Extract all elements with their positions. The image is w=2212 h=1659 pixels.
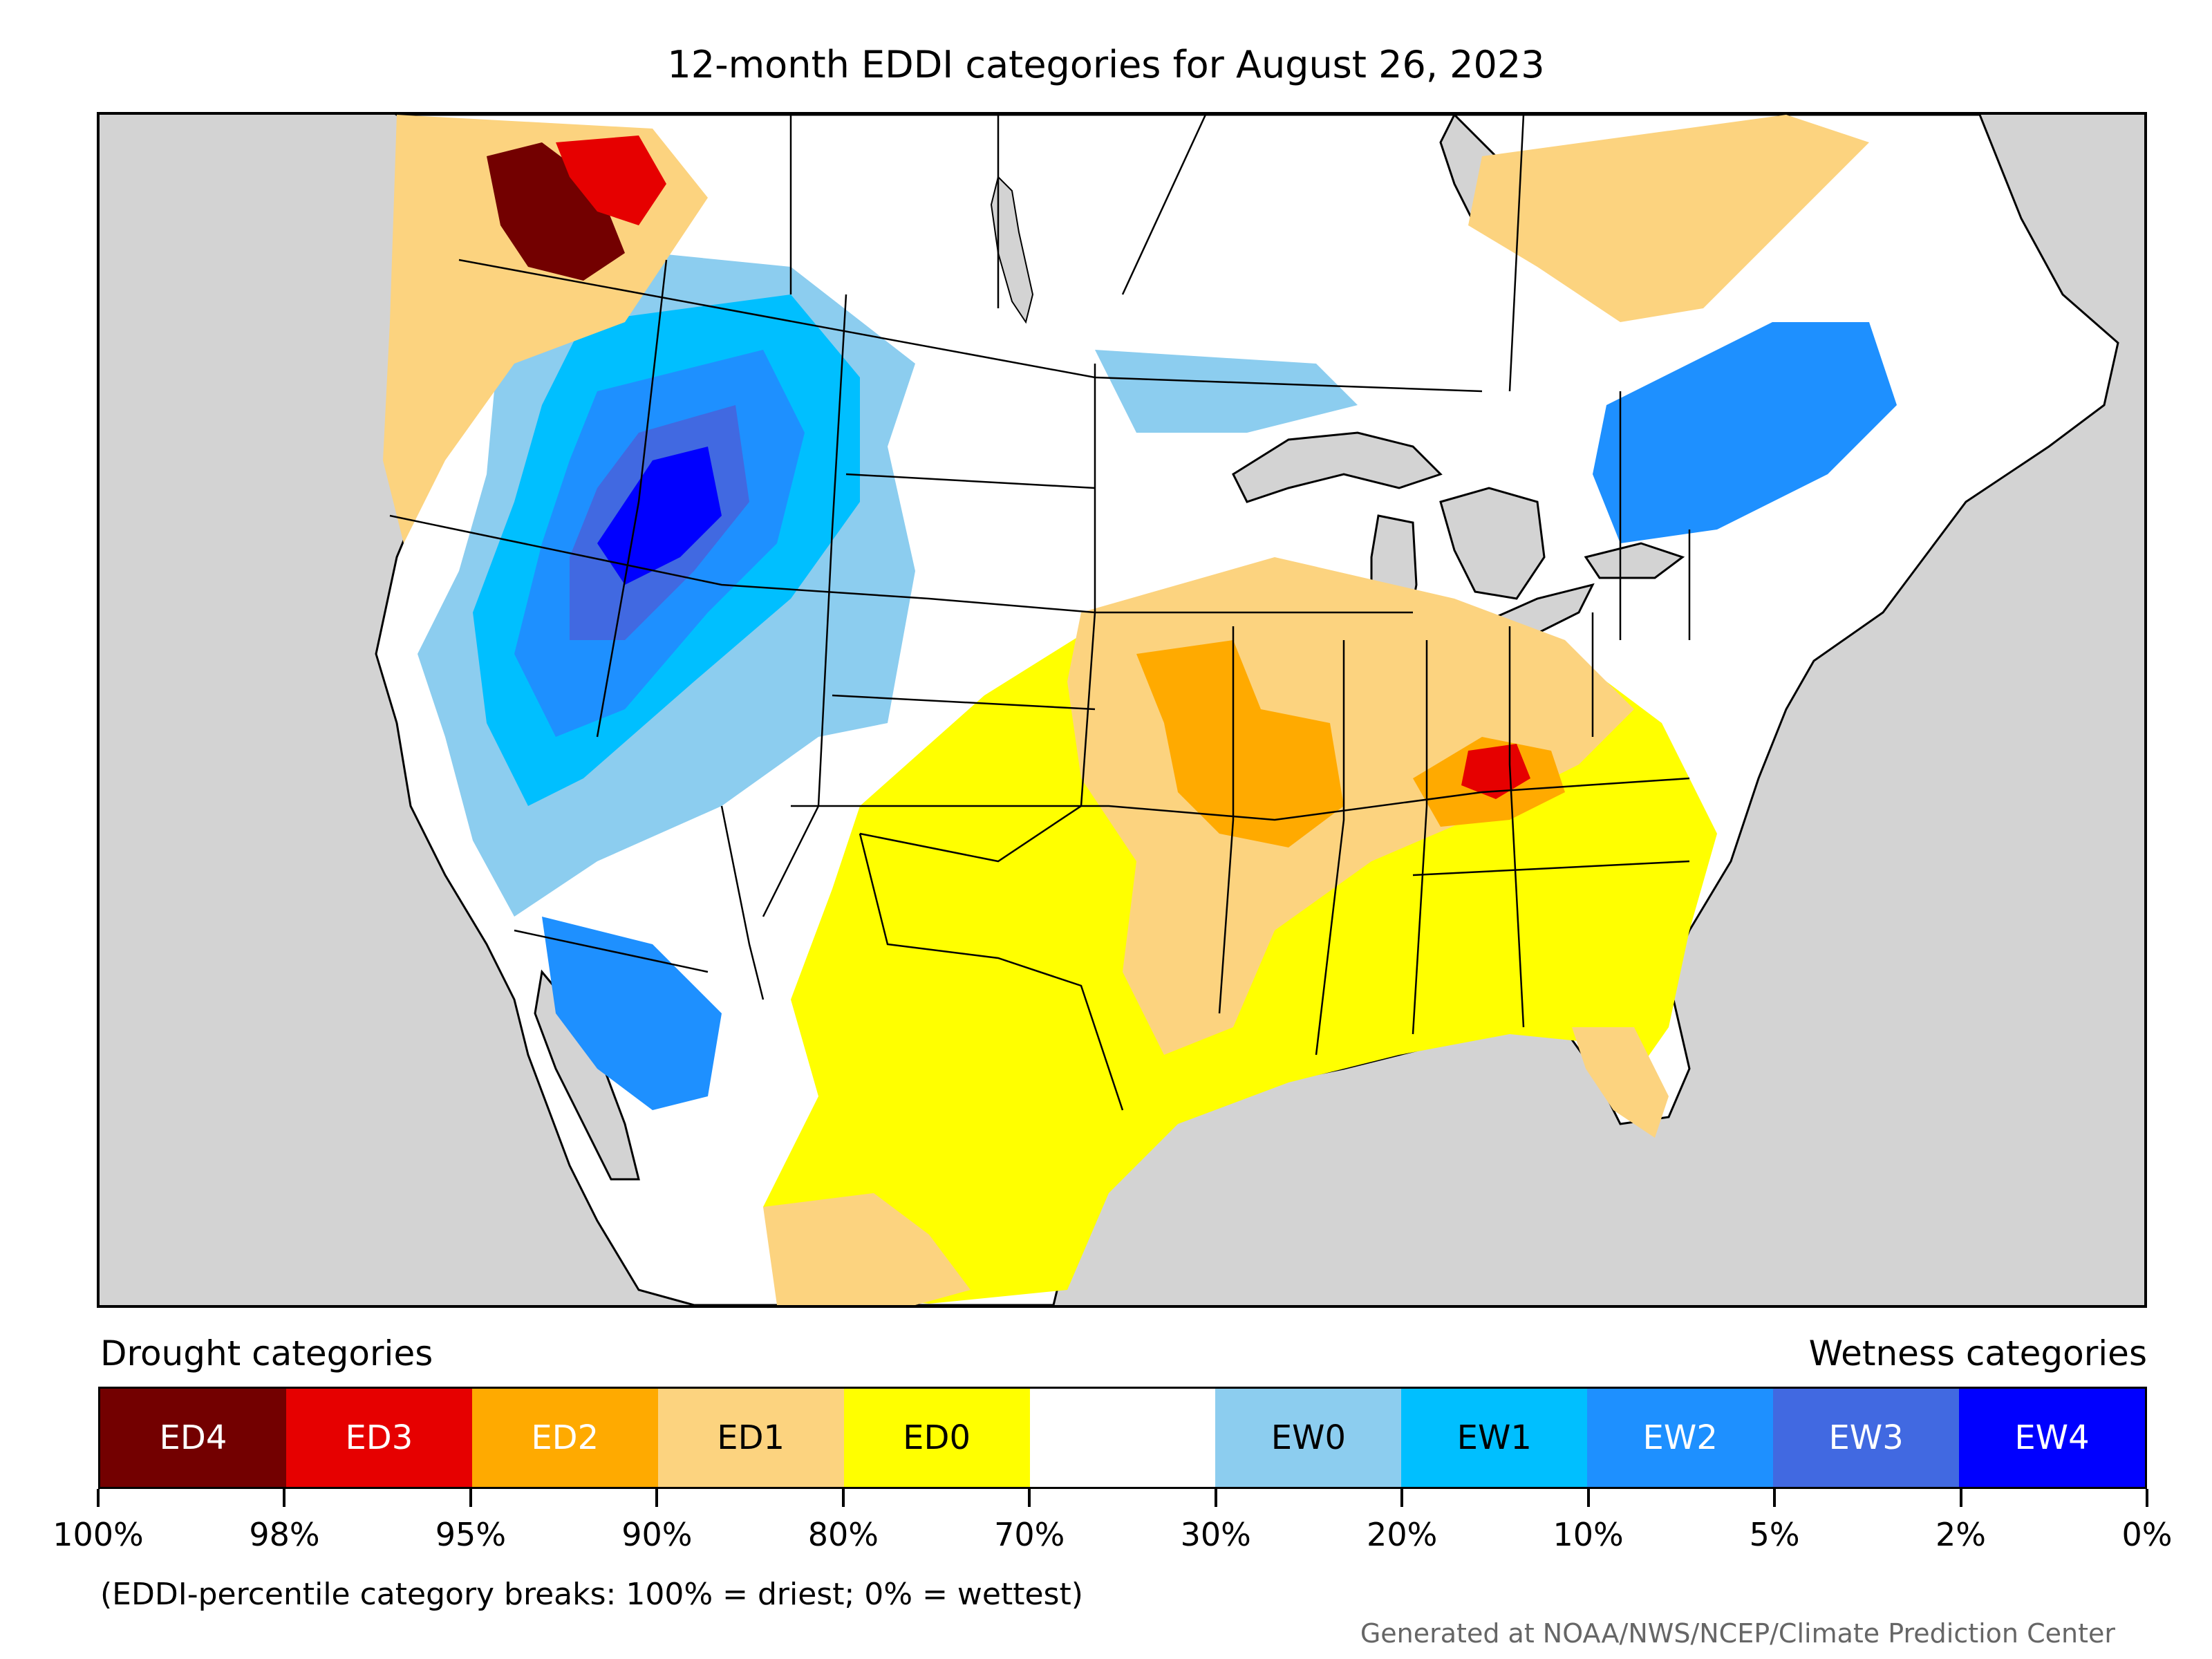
legend-swatch-ed3: ED3 <box>285 1389 472 1487</box>
colorbar-tick-label: 2% <box>1936 1516 1987 1553</box>
colorbar-tick <box>1214 1489 1217 1507</box>
drought-region-ed4-canada-west <box>487 142 625 281</box>
legend-swatch-ew0: EW0 <box>1215 1389 1402 1487</box>
wetness-categories-heading: Wetness categories <box>1808 1333 2147 1374</box>
drought-categories-heading: Drought categories <box>100 1333 433 1374</box>
drought-region-florida <box>1572 1027 1669 1138</box>
colorbar-tick-label: 30% <box>1180 1516 1251 1553</box>
lake-winnipeg <box>990 176 1034 324</box>
legend-swatch-ew3: EW3 <box>1773 1389 1960 1487</box>
generated-credit: Generated at NOAA/NWS/NCEP/Climate Predi… <box>1360 1618 2115 1649</box>
colorbar-tick <box>469 1489 472 1507</box>
colorbar-tick <box>2146 1489 2148 1507</box>
legend-swatch-ed1: ED1 <box>657 1389 844 1487</box>
colorbar-tick-label: 0% <box>2121 1516 2173 1553</box>
legend-swatch-ed4: ED4 <box>100 1389 286 1487</box>
colorbar-tick <box>1400 1489 1404 1507</box>
wet-region-southwest <box>542 917 722 1110</box>
lake-superior <box>1232 431 1443 503</box>
eddi-map <box>97 112 2147 1308</box>
legend-swatch-normal <box>1029 1389 1216 1487</box>
lake-huron <box>1439 487 1546 600</box>
drought-region-ed3-canada-west <box>556 135 666 225</box>
colorbar-tick <box>1959 1489 1962 1507</box>
lake-ontario <box>1584 542 1685 579</box>
political-boundaries <box>389 115 1691 1111</box>
colorbar-tick-label: 5% <box>1749 1516 1800 1553</box>
colorbar-tick <box>283 1489 286 1507</box>
colorbar-tick-label: 98% <box>249 1516 320 1553</box>
wet-region-northeast <box>1593 322 1897 543</box>
colorbar-tick <box>1028 1489 1031 1507</box>
colorbar-tick-label: 90% <box>621 1516 693 1553</box>
colorbar-tick-label: 95% <box>435 1516 507 1553</box>
colorbar-tick <box>1586 1489 1590 1507</box>
colorbar-tick-label: 10% <box>1553 1516 1624 1553</box>
category-breaks-footnote: (EDDI-percentile category breaks: 100% =… <box>100 1577 1083 1612</box>
legend-swatch-ed0: ED0 <box>843 1389 1030 1487</box>
drought-region-ed3-kentucky <box>1461 744 1530 799</box>
colorbar-tick <box>841 1489 845 1507</box>
wet-region-north-central <box>1095 350 1358 433</box>
colorbar-tick-label: 100% <box>53 1516 144 1553</box>
legend-swatch-ew4: EW4 <box>1959 1389 2145 1487</box>
colorbar-tick-label: 80% <box>807 1516 879 1553</box>
drought-region-ontario <box>1468 115 1869 322</box>
drought-region-ed2-midwest <box>1136 640 1344 847</box>
colorbar-tick <box>1773 1489 1777 1507</box>
colorbar-tick <box>655 1489 659 1507</box>
legend-swatch-ed2: ED2 <box>471 1389 658 1487</box>
colorbar-tick-label: 70% <box>994 1516 1065 1553</box>
legend-swatch-ew2: EW2 <box>1587 1389 1774 1487</box>
category-colorbar: ED4 ED3 ED2 ED1 ED0 EW0 EW1 EW2 EW3 EW4 <box>98 1387 2147 1489</box>
legend-swatch-ew1: EW1 <box>1401 1389 1588 1487</box>
drought-region-pacific-nw <box>383 115 708 543</box>
wet-region-ew4 <box>597 447 722 585</box>
colorbar-tick <box>97 1489 100 1507</box>
map-title: 12-month EDDI categories for August 26, … <box>667 43 1545 86</box>
colorbar-tick-label: 20% <box>1367 1516 1438 1553</box>
drought-region-texas-south <box>763 1193 971 1305</box>
